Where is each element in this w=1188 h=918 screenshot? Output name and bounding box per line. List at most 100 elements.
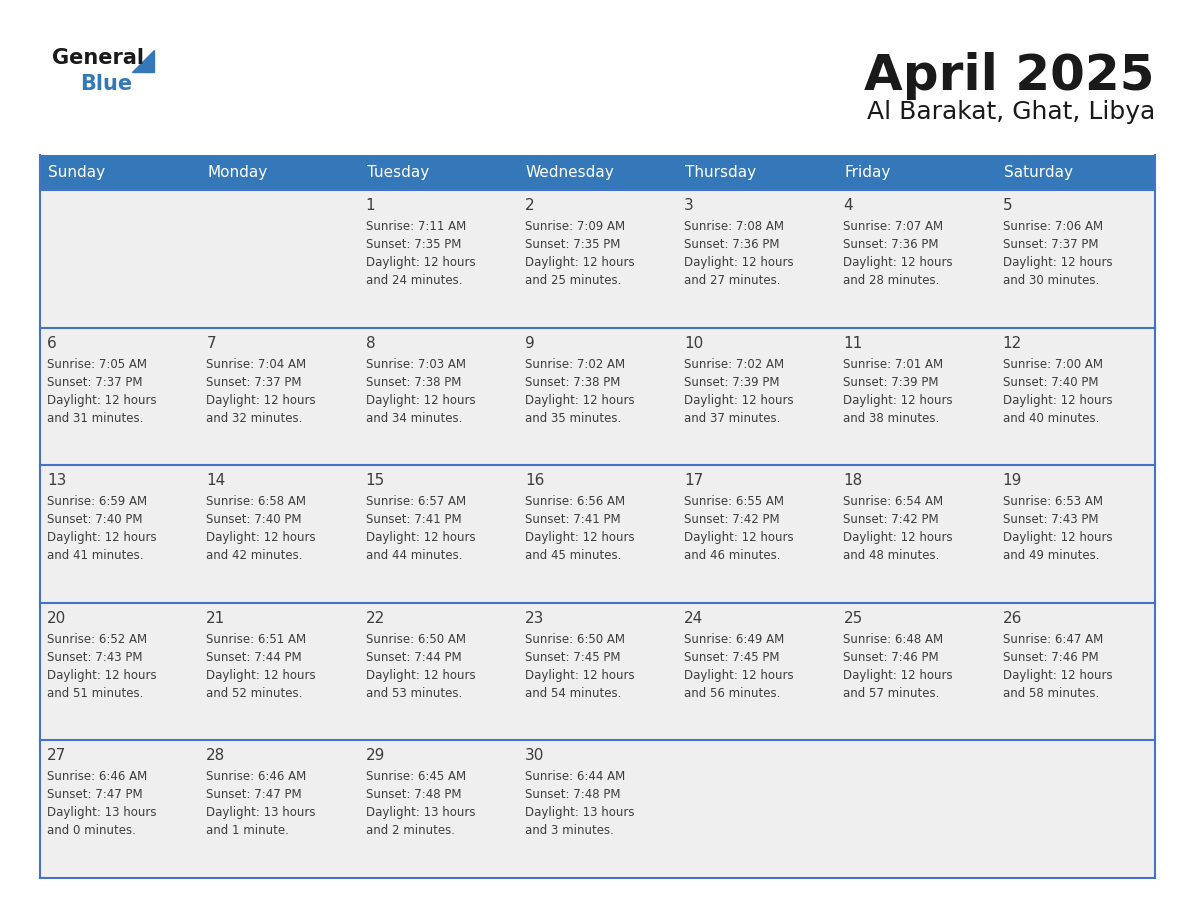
Text: 14: 14 <box>207 473 226 488</box>
Text: 20: 20 <box>48 610 67 626</box>
Text: 12: 12 <box>1003 336 1022 351</box>
Text: and 34 minutes.: and 34 minutes. <box>366 411 462 425</box>
Text: 5: 5 <box>1003 198 1012 213</box>
Text: and 38 minutes.: and 38 minutes. <box>843 411 940 425</box>
Text: Daylight: 12 hours: Daylight: 12 hours <box>843 256 953 269</box>
Text: Sunset: 7:44 PM: Sunset: 7:44 PM <box>366 651 461 664</box>
Bar <box>836 190 996 328</box>
Text: Sunset: 7:46 PM: Sunset: 7:46 PM <box>843 651 939 664</box>
Text: 29: 29 <box>366 748 385 764</box>
Text: Thursday: Thursday <box>685 165 757 180</box>
Text: Daylight: 13 hours: Daylight: 13 hours <box>525 806 634 820</box>
Bar <box>518 465 677 603</box>
Text: and 0 minutes.: and 0 minutes. <box>48 824 135 837</box>
Text: Daylight: 12 hours: Daylight: 12 hours <box>366 532 475 544</box>
Text: 9: 9 <box>525 336 535 351</box>
Text: Sunset: 7:35 PM: Sunset: 7:35 PM <box>366 238 461 251</box>
Bar <box>359 465 518 603</box>
Text: Sunrise: 6:57 AM: Sunrise: 6:57 AM <box>366 495 466 509</box>
Text: and 24 minutes.: and 24 minutes. <box>366 274 462 287</box>
Text: 7: 7 <box>207 336 216 351</box>
Text: Monday: Monday <box>207 165 267 180</box>
Text: and 25 minutes.: and 25 minutes. <box>525 274 621 287</box>
Text: and 28 minutes.: and 28 minutes. <box>843 274 940 287</box>
Bar <box>996 465 1155 603</box>
Bar <box>200 603 359 741</box>
Text: Blue: Blue <box>80 74 132 94</box>
Text: Daylight: 12 hours: Daylight: 12 hours <box>684 669 794 682</box>
Bar <box>200 328 359 465</box>
Text: Sunset: 7:39 PM: Sunset: 7:39 PM <box>684 375 779 388</box>
Text: and 31 minutes.: and 31 minutes. <box>48 411 144 425</box>
Bar <box>40 190 200 328</box>
Text: Daylight: 12 hours: Daylight: 12 hours <box>684 394 794 407</box>
Text: General: General <box>52 48 144 68</box>
Text: Sunset: 7:37 PM: Sunset: 7:37 PM <box>48 375 143 388</box>
Text: Daylight: 12 hours: Daylight: 12 hours <box>48 394 157 407</box>
Text: Sunrise: 6:46 AM: Sunrise: 6:46 AM <box>48 770 147 783</box>
Text: Sunset: 7:37 PM: Sunset: 7:37 PM <box>1003 238 1098 251</box>
Text: and 41 minutes.: and 41 minutes. <box>48 549 144 562</box>
Text: Sunset: 7:48 PM: Sunset: 7:48 PM <box>366 789 461 801</box>
Bar <box>359 603 518 741</box>
Text: Sunset: 7:36 PM: Sunset: 7:36 PM <box>684 238 779 251</box>
Text: and 37 minutes.: and 37 minutes. <box>684 411 781 425</box>
Text: Sunset: 7:36 PM: Sunset: 7:36 PM <box>843 238 939 251</box>
Text: Al Barakat, Ghat, Libya: Al Barakat, Ghat, Libya <box>867 100 1155 124</box>
Text: and 32 minutes.: and 32 minutes. <box>207 411 303 425</box>
Text: Sunday: Sunday <box>48 165 105 180</box>
Bar <box>836 603 996 741</box>
Text: Tuesday: Tuesday <box>367 165 429 180</box>
Text: 3: 3 <box>684 198 694 213</box>
Text: Daylight: 12 hours: Daylight: 12 hours <box>525 532 634 544</box>
Text: Daylight: 12 hours: Daylight: 12 hours <box>684 256 794 269</box>
Text: Friday: Friday <box>845 165 891 180</box>
Text: Daylight: 12 hours: Daylight: 12 hours <box>207 394 316 407</box>
Text: Sunset: 7:47 PM: Sunset: 7:47 PM <box>48 789 143 801</box>
Text: and 54 minutes.: and 54 minutes. <box>525 687 621 700</box>
Bar <box>836 741 996 878</box>
Text: Sunset: 7:40 PM: Sunset: 7:40 PM <box>207 513 302 526</box>
Text: 27: 27 <box>48 748 67 764</box>
Text: Sunrise: 7:02 AM: Sunrise: 7:02 AM <box>684 358 784 371</box>
Text: 30: 30 <box>525 748 544 764</box>
Bar <box>359 155 518 190</box>
Text: Daylight: 12 hours: Daylight: 12 hours <box>525 394 634 407</box>
Text: Daylight: 12 hours: Daylight: 12 hours <box>525 256 634 269</box>
Bar <box>677 465 836 603</box>
Text: and 51 minutes.: and 51 minutes. <box>48 687 144 700</box>
Bar <box>518 603 677 741</box>
Text: Daylight: 12 hours: Daylight: 12 hours <box>207 669 316 682</box>
Bar <box>200 741 359 878</box>
Text: and 56 minutes.: and 56 minutes. <box>684 687 781 700</box>
Text: Sunrise: 6:45 AM: Sunrise: 6:45 AM <box>366 770 466 783</box>
Text: 8: 8 <box>366 336 375 351</box>
Text: Sunset: 7:38 PM: Sunset: 7:38 PM <box>366 375 461 388</box>
Text: Sunset: 7:42 PM: Sunset: 7:42 PM <box>843 513 939 526</box>
Bar <box>996 603 1155 741</box>
Text: and 46 minutes.: and 46 minutes. <box>684 549 781 562</box>
Text: and 53 minutes.: and 53 minutes. <box>366 687 462 700</box>
Bar <box>518 155 677 190</box>
Bar <box>518 328 677 465</box>
Text: and 42 minutes.: and 42 minutes. <box>207 549 303 562</box>
Bar <box>40 465 200 603</box>
Text: Sunrise: 6:46 AM: Sunrise: 6:46 AM <box>207 770 307 783</box>
Text: and 48 minutes.: and 48 minutes. <box>843 549 940 562</box>
Text: Sunrise: 6:53 AM: Sunrise: 6:53 AM <box>1003 495 1102 509</box>
Text: Daylight: 12 hours: Daylight: 12 hours <box>684 532 794 544</box>
Bar <box>836 155 996 190</box>
Text: 1: 1 <box>366 198 375 213</box>
Text: Sunrise: 6:58 AM: Sunrise: 6:58 AM <box>207 495 307 509</box>
Text: Sunrise: 6:44 AM: Sunrise: 6:44 AM <box>525 770 625 783</box>
Text: Sunset: 7:41 PM: Sunset: 7:41 PM <box>525 513 620 526</box>
Text: Sunrise: 6:47 AM: Sunrise: 6:47 AM <box>1003 633 1102 645</box>
Text: Sunset: 7:37 PM: Sunset: 7:37 PM <box>207 375 302 388</box>
Text: and 58 minutes.: and 58 minutes. <box>1003 687 1099 700</box>
Text: 6: 6 <box>48 336 57 351</box>
Bar <box>518 190 677 328</box>
Text: Sunrise: 7:04 AM: Sunrise: 7:04 AM <box>207 358 307 371</box>
Text: and 35 minutes.: and 35 minutes. <box>525 411 621 425</box>
Text: and 49 minutes.: and 49 minutes. <box>1003 549 1099 562</box>
Polygon shape <box>132 50 154 72</box>
